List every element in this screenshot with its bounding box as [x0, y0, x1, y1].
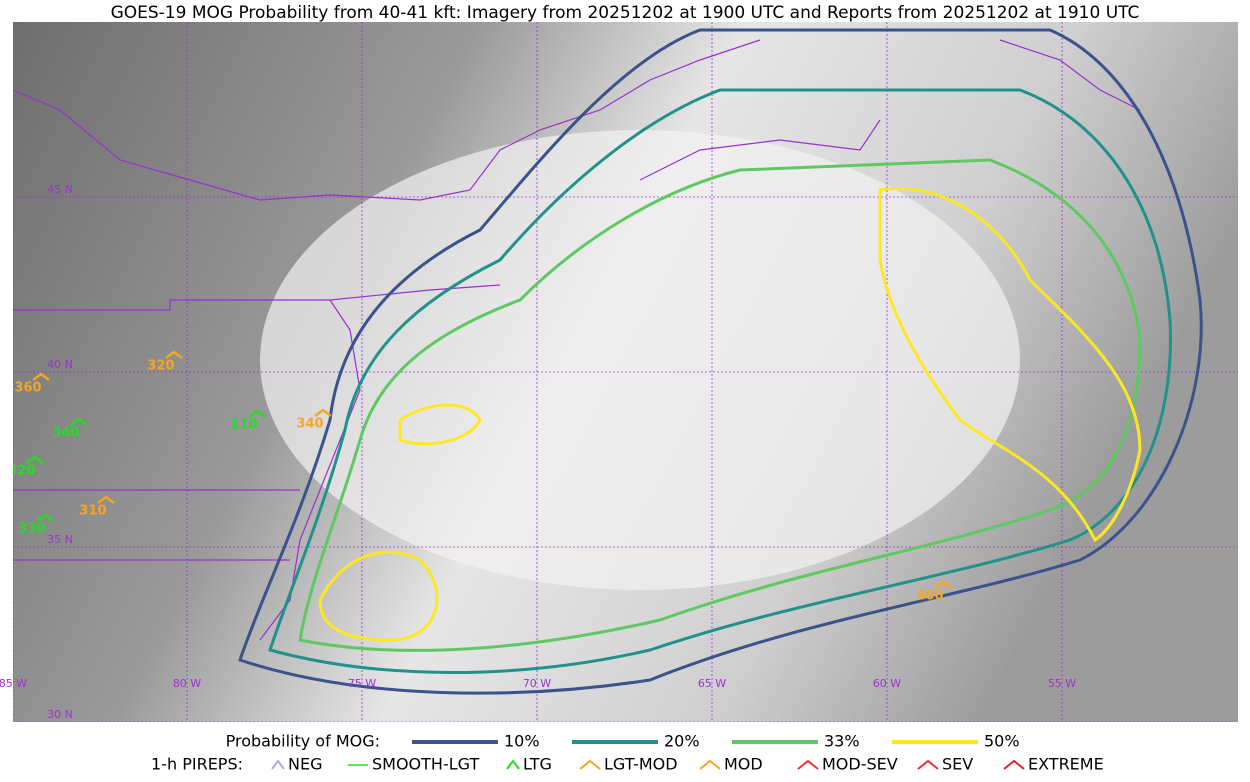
legend-icon	[1003, 759, 1025, 770]
latitude-label: 30 N	[47, 708, 73, 721]
legend-item: MOD-SEV	[822, 755, 898, 774]
legend-item: SEV	[942, 755, 973, 774]
legend-level: 33%	[824, 732, 860, 751]
pirep-altitude: 310	[79, 504, 106, 519]
pirep-altitude: 400	[916, 589, 943, 604]
pirep-symbol	[70, 417, 88, 426]
pirep-symbol	[36, 513, 54, 522]
latitude-label: 45 N	[47, 183, 73, 196]
legend-icon	[699, 759, 721, 770]
longitude-label: 70 W	[523, 677, 551, 690]
pirep-symbol	[97, 495, 115, 504]
pirep-symbol	[314, 408, 332, 417]
pirep-symbol	[934, 580, 952, 589]
legend-item: LTG	[523, 755, 552, 774]
legend-level: 10%	[504, 732, 540, 751]
longitude-label: 65 W	[698, 677, 726, 690]
longitude-label: 75 W	[348, 677, 376, 690]
pirep-reports: 320 360 340 310 400 110 340 320 330	[8, 350, 952, 604]
pirep-altitude: 320	[147, 359, 174, 374]
legend-item: NEG	[288, 755, 322, 774]
longitude-label: 60 W	[873, 677, 901, 690]
legend-icon	[917, 759, 939, 770]
pirep-altitude: 340	[52, 426, 79, 441]
pirep-altitude: 360	[14, 381, 41, 396]
longitude-label: 85 W	[0, 677, 27, 690]
pirep-legend-label: 1-h PIREPS:	[151, 755, 243, 774]
pirep-altitude: 340	[296, 417, 323, 432]
pirep-symbol	[26, 455, 44, 464]
map-area: 320 360 340 310 400 110 340 320 330	[8, 22, 1238, 722]
graticule	[13, 22, 1238, 722]
title: GOES-19 MOG Probability from 40-41 kft: …	[111, 3, 1140, 23]
latitude-label: 35 N	[47, 533, 73, 546]
latitude-label: 40 N	[47, 358, 73, 371]
legend: Probability of MOG: 10% 20% 33% 50% 1-h PIREP…	[151, 732, 1104, 774]
legend-item: MOD	[724, 755, 763, 774]
legend-icon	[797, 759, 819, 770]
legend-icon	[271, 759, 285, 770]
legend-icon	[506, 759, 520, 770]
pirep-altitude: 320	[8, 464, 35, 479]
legend-level: 50%	[984, 732, 1020, 751]
pirep-altitude: 110	[230, 418, 257, 433]
legend-item: LGT-MOD	[604, 755, 678, 774]
pirep-symbol	[32, 372, 50, 381]
borders	[13, 39, 1141, 641]
longitude-label: 55 W	[1048, 677, 1076, 690]
probability-contours	[238, 28, 1203, 695]
legend-item: SMOOTH-LGT	[372, 755, 479, 774]
pirep-symbol	[165, 350, 183, 359]
probability-legend-label: Probability of MOG:	[226, 732, 380, 751]
legend-icon	[579, 759, 601, 770]
legend-level: 20%	[664, 732, 700, 751]
pirep-altitude: 330	[18, 522, 45, 537]
longitude-label: 80 W	[173, 677, 201, 690]
pirep-symbol	[248, 409, 266, 418]
legend-item: EXTREME	[1028, 755, 1104, 774]
